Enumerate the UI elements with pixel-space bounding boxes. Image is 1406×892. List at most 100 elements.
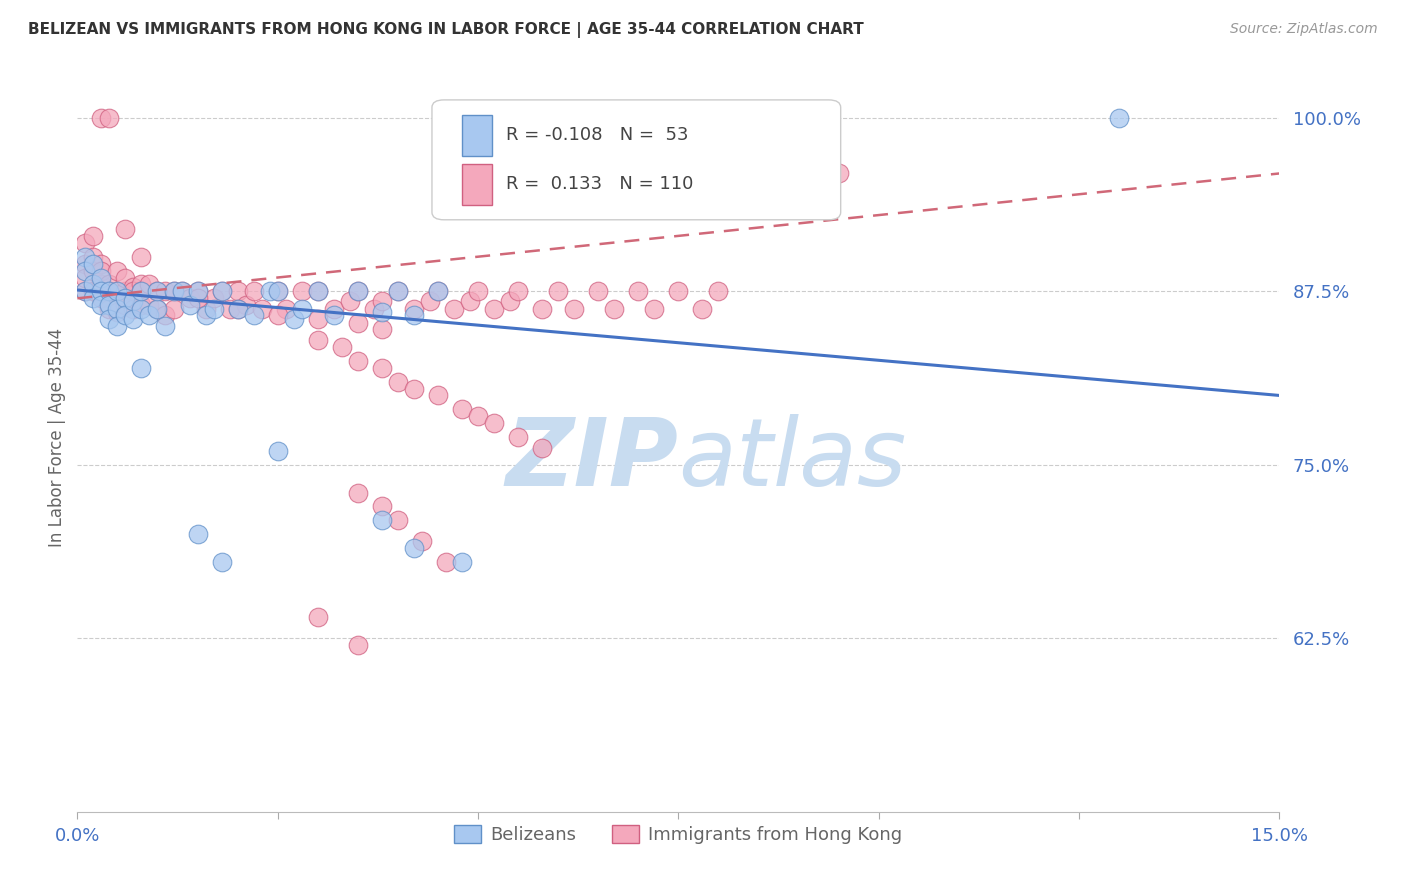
Point: [162, 285, 184, 299]
Point: [146, 302, 169, 317]
Text: Source: ZipAtlas.com: Source: ZipAtlas.com: [1230, 22, 1378, 37]
Point: [1108, 111, 1130, 125]
Point: [402, 541, 425, 555]
Point: [371, 500, 394, 514]
Point: [90, 257, 112, 271]
Point: [202, 302, 225, 317]
Point: [387, 285, 409, 299]
Point: [90, 270, 112, 285]
Point: [562, 302, 585, 317]
Point: [75, 263, 97, 277]
Point: [107, 285, 129, 299]
Point: [402, 382, 425, 396]
Point: [467, 285, 489, 299]
Point: [122, 294, 145, 309]
Point: [211, 285, 233, 299]
Point: [186, 285, 209, 299]
Point: [131, 285, 153, 299]
Point: [131, 298, 153, 312]
Point: [267, 285, 290, 299]
Point: [90, 111, 112, 125]
Point: [75, 235, 97, 250]
Point: [434, 555, 457, 569]
Point: [98, 285, 121, 299]
Point: [90, 291, 112, 305]
Point: [322, 302, 344, 317]
Point: [467, 409, 489, 424]
Point: [627, 285, 650, 299]
Point: [98, 298, 121, 312]
Point: [122, 312, 145, 326]
Point: [307, 285, 329, 299]
Point: [155, 285, 177, 299]
Point: [226, 302, 249, 317]
Point: [90, 277, 112, 292]
Point: [75, 270, 97, 285]
Point: [307, 333, 329, 347]
Point: [90, 285, 112, 299]
Point: [107, 302, 129, 317]
Point: [443, 302, 465, 317]
Point: [427, 285, 450, 299]
Point: [235, 298, 257, 312]
Point: [114, 291, 136, 305]
Point: [186, 291, 209, 305]
Point: [82, 228, 104, 243]
Point: [387, 285, 409, 299]
Point: [226, 302, 249, 317]
Point: [499, 294, 522, 309]
Point: [226, 285, 249, 299]
Point: [411, 534, 433, 549]
Point: [371, 322, 394, 336]
Point: [347, 638, 370, 652]
Point: [692, 302, 714, 317]
Point: [146, 285, 169, 299]
Point: [347, 316, 370, 330]
Point: [138, 308, 160, 322]
Point: [82, 263, 104, 277]
Point: [419, 294, 441, 309]
Point: [274, 302, 297, 317]
Point: [371, 294, 394, 309]
Point: [82, 291, 104, 305]
Point: [98, 111, 121, 125]
Point: [122, 285, 145, 299]
Point: [482, 302, 505, 317]
Point: [211, 285, 233, 299]
Point: [131, 250, 153, 264]
Point: [131, 302, 153, 317]
Point: [291, 285, 314, 299]
Point: [531, 302, 554, 317]
Point: [283, 312, 305, 326]
Point: [194, 308, 217, 322]
Point: [242, 308, 264, 322]
Point: [458, 294, 481, 309]
Point: [107, 263, 129, 277]
Point: [107, 319, 129, 334]
Bar: [463, 115, 492, 156]
Point: [427, 285, 450, 299]
Point: [218, 302, 240, 317]
Point: [186, 285, 209, 299]
Point: [107, 285, 129, 299]
Point: [186, 527, 209, 541]
Point: [75, 285, 97, 299]
Point: [179, 298, 201, 312]
Point: [114, 222, 136, 236]
Point: [787, 145, 810, 160]
Point: [347, 485, 370, 500]
Point: [194, 302, 217, 317]
Y-axis label: In Labor Force | Age 35-44: In Labor Force | Age 35-44: [48, 327, 66, 547]
Point: [402, 302, 425, 317]
Text: R =  0.133   N = 110: R = 0.133 N = 110: [506, 175, 695, 194]
Point: [82, 285, 104, 299]
Point: [155, 308, 177, 322]
Point: [82, 257, 104, 271]
Point: [90, 285, 112, 299]
Point: [242, 285, 264, 299]
Point: [787, 111, 810, 125]
Point: [131, 360, 153, 375]
Point: [371, 360, 394, 375]
Point: [75, 285, 97, 299]
Point: [138, 277, 160, 292]
